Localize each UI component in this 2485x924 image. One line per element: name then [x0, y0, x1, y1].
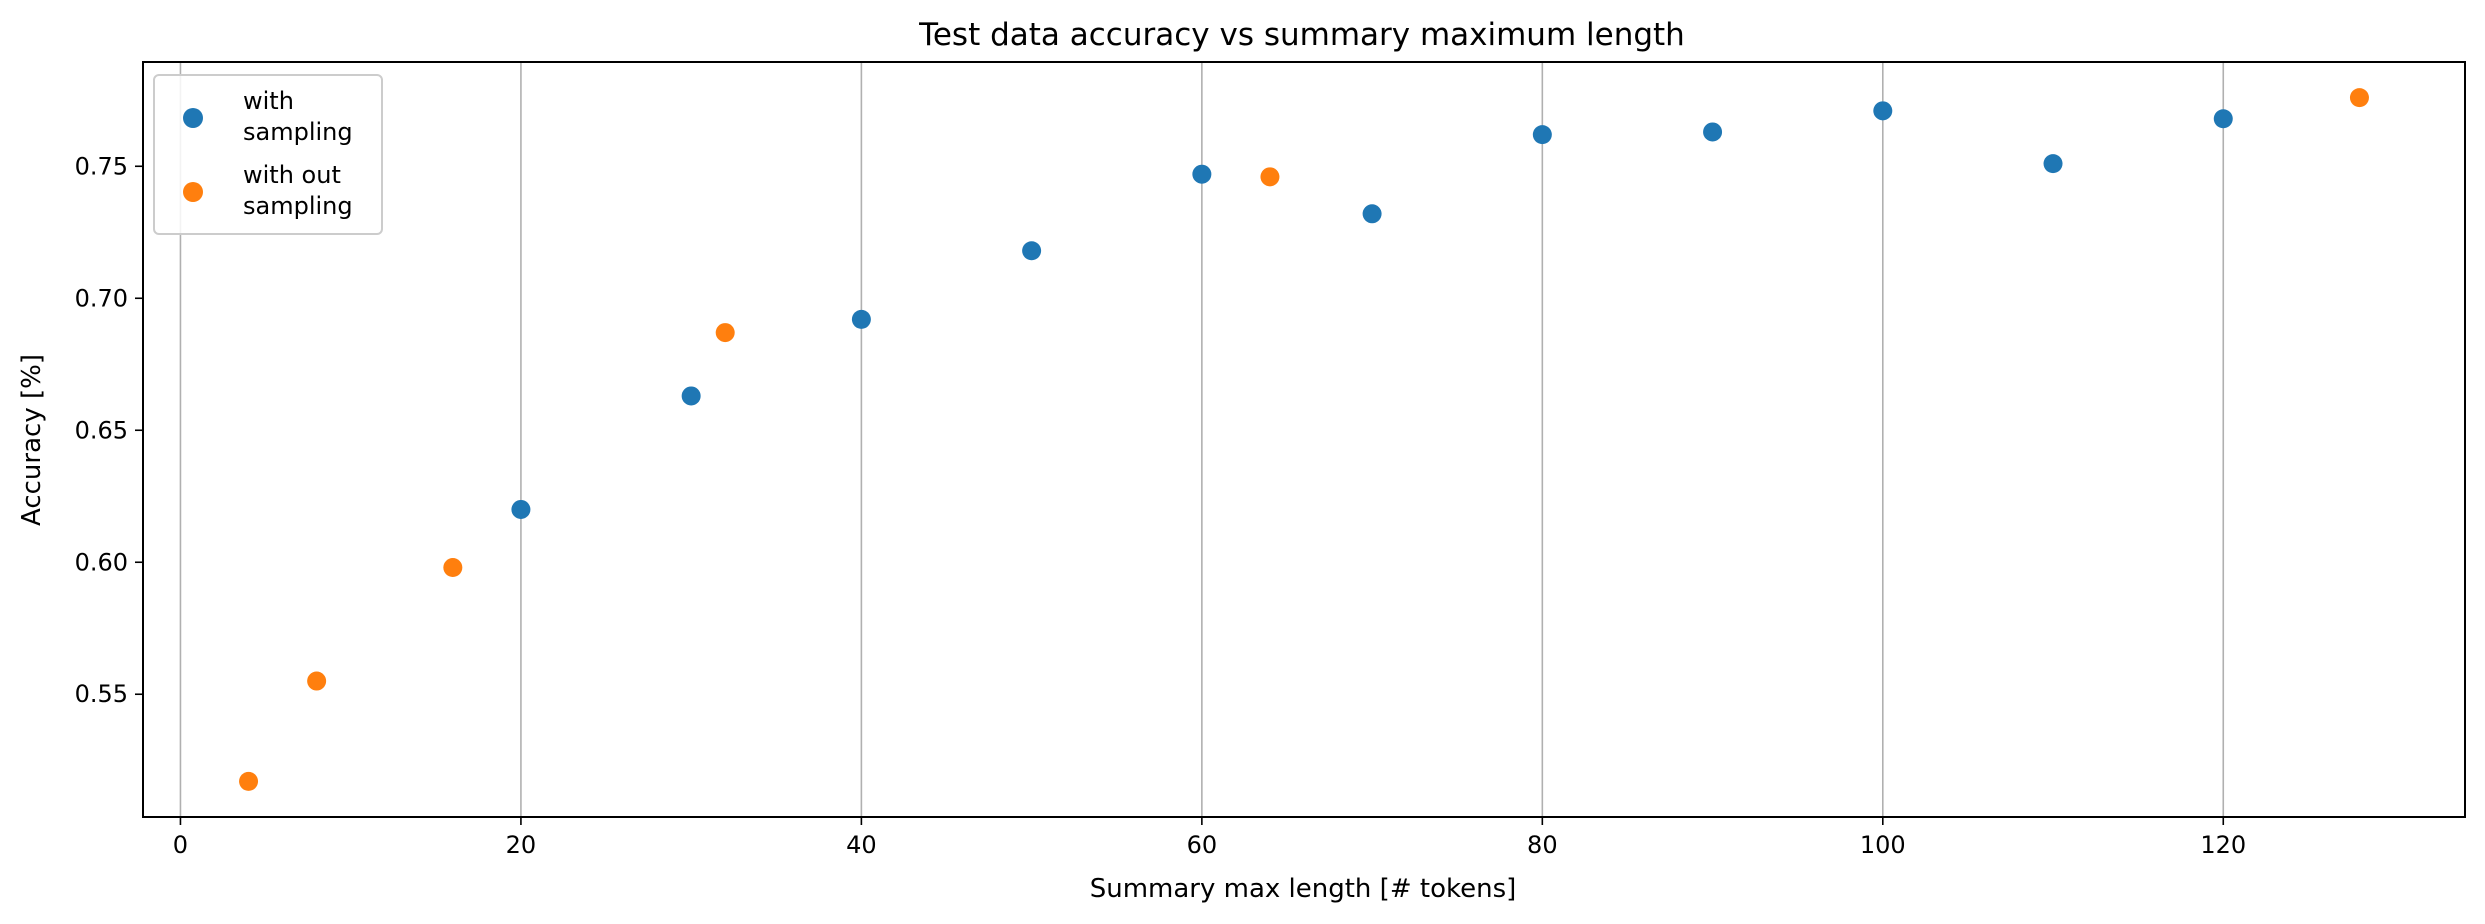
x-tick-label: 20 — [506, 831, 537, 859]
x-axis-label: Summary max length [# tokens] — [1090, 874, 1517, 904]
data-point-with-out-sampling — [307, 671, 327, 691]
x-tick-label: 60 — [1187, 831, 1218, 859]
x-tick-label: 40 — [846, 831, 877, 859]
legend-marker-with-out-sampling — [183, 182, 203, 202]
x-tick-label: 120 — [2200, 831, 2246, 859]
data-point-with-sampling — [1873, 101, 1893, 121]
y-tick-label: 0.60 — [75, 548, 128, 576]
data-point-with-sampling — [511, 499, 531, 519]
data-point-with-sampling — [681, 386, 701, 406]
data-point-with-sampling — [1362, 204, 1382, 224]
data-point-with-sampling — [1192, 164, 1212, 184]
legend-label-with-sampling-line-1: with — [243, 87, 294, 115]
data-point-with-sampling — [1022, 241, 1042, 261]
data-point-with-sampling — [1703, 122, 1723, 142]
x-tick-label: 80 — [1527, 831, 1558, 859]
data-point-with-sampling — [2213, 109, 2233, 129]
data-point-with-out-sampling — [2349, 88, 2369, 108]
legend-label-with-sampling-line-2: sampling — [243, 118, 353, 146]
axes: 0 20 40 60 80 100 120 0.55 0.60 0.65 0.70 0.75 — [75, 152, 2247, 859]
y-tick-label: 0.75 — [75, 152, 128, 180]
legend-box — [153, 74, 383, 235]
data-point-with-sampling — [851, 309, 871, 329]
data-point-with-sampling — [2043, 154, 2063, 174]
legend-label-with-out-sampling-line-2: sampling — [243, 192, 353, 220]
chart-title: Test data accuracy vs summary maximum le… — [918, 17, 1685, 53]
data-point-with-sampling — [1532, 125, 1552, 145]
data-point-with-out-sampling — [239, 771, 259, 791]
legend: with sampling with out sampling — [153, 74, 383, 235]
data-point-with-out-sampling — [1260, 167, 1280, 187]
y-tick-label: 0.55 — [75, 680, 128, 708]
x-tick-label: 100 — [1860, 831, 1906, 859]
legend-marker-with-sampling — [183, 108, 203, 128]
data-point-with-out-sampling — [715, 323, 735, 343]
y-tick-label: 0.65 — [75, 416, 128, 444]
plot-frame — [142, 61, 2466, 818]
data-points — [239, 88, 2369, 791]
x-tick-label: 0 — [173, 831, 188, 859]
y-axis-label: Accuracy [%] — [17, 354, 47, 526]
legend-label-with-out-sampling-line-1: with out — [243, 161, 341, 189]
y-tick-label: 0.70 — [75, 284, 128, 312]
data-point-with-out-sampling — [443, 558, 463, 578]
